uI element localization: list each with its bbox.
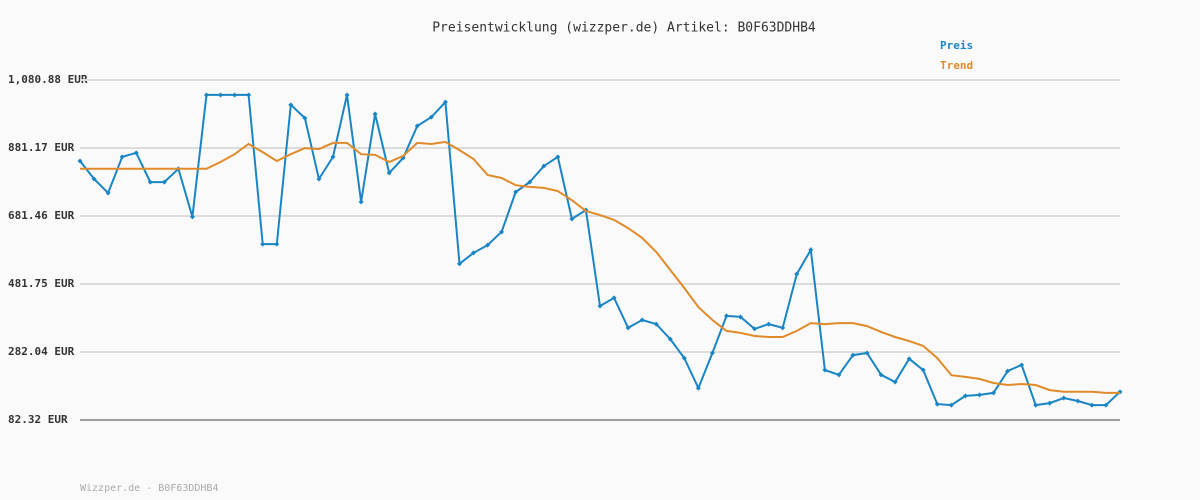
point	[442, 99, 448, 105]
point	[119, 154, 125, 160]
point	[485, 242, 491, 248]
point	[147, 179, 153, 185]
point	[91, 176, 97, 182]
point	[555, 154, 561, 160]
point	[1103, 402, 1109, 408]
y-tick-label: 1,080.88 EUR	[8, 73, 88, 86]
point	[934, 401, 940, 407]
point	[850, 352, 856, 358]
point	[414, 123, 420, 129]
point	[892, 379, 898, 385]
point	[709, 350, 715, 356]
point	[189, 214, 195, 220]
point	[372, 111, 378, 117]
point	[962, 393, 968, 399]
point	[161, 179, 167, 185]
chart-title: Preisentwicklung (wizzper.de) Artikel: B…	[432, 21, 816, 36]
point	[274, 241, 280, 247]
point	[1047, 400, 1053, 406]
point	[920, 367, 926, 373]
point	[681, 355, 687, 361]
point	[878, 372, 884, 378]
point	[358, 199, 364, 205]
point	[133, 150, 139, 156]
point	[344, 92, 350, 98]
point	[246, 92, 252, 98]
point	[695, 385, 701, 391]
point	[232, 92, 238, 98]
point	[569, 216, 575, 222]
point	[948, 402, 954, 408]
point	[766, 321, 772, 327]
point	[105, 190, 111, 196]
point	[738, 314, 744, 320]
point	[653, 321, 659, 327]
series-line	[80, 140, 1120, 394]
point	[203, 92, 209, 98]
point	[864, 350, 870, 356]
point	[780, 325, 786, 331]
point	[1019, 362, 1025, 368]
point	[1061, 395, 1067, 401]
point	[316, 176, 322, 182]
y-tick-label: 82.32 EUR	[8, 413, 68, 426]
point	[611, 295, 617, 301]
point	[77, 158, 83, 164]
y-tick-label: 681.46 EUR	[8, 209, 75, 222]
point	[1075, 398, 1081, 404]
point	[527, 179, 533, 185]
legend-label: Preis	[940, 39, 973, 52]
point	[808, 247, 814, 253]
point	[302, 115, 308, 121]
point	[836, 372, 842, 378]
point	[906, 356, 912, 362]
point	[976, 392, 982, 398]
y-tick-label: 481.75 EUR	[8, 277, 75, 290]
point	[471, 250, 477, 256]
y-tick-label: 282.04 EUR	[8, 345, 75, 358]
point	[330, 154, 336, 160]
footer: Wizzper.de - B0F63DDHB4	[80, 483, 218, 494]
point	[794, 271, 800, 277]
point	[723, 313, 729, 319]
point	[288, 102, 294, 108]
point	[260, 241, 266, 247]
legend-label: Trend	[940, 59, 973, 72]
point	[456, 261, 462, 267]
point	[1089, 402, 1095, 408]
point	[541, 163, 547, 169]
point	[597, 303, 603, 309]
point	[386, 170, 392, 176]
point	[1033, 402, 1039, 408]
point	[822, 367, 828, 373]
point	[991, 390, 997, 396]
point	[428, 114, 434, 120]
point	[513, 189, 519, 195]
point	[625, 325, 631, 331]
point	[1005, 368, 1011, 374]
point	[499, 229, 505, 235]
y-tick-label: 881.17 EUR	[8, 141, 75, 154]
point	[667, 336, 673, 342]
point	[752, 326, 758, 332]
point	[218, 92, 224, 98]
point	[639, 317, 645, 323]
